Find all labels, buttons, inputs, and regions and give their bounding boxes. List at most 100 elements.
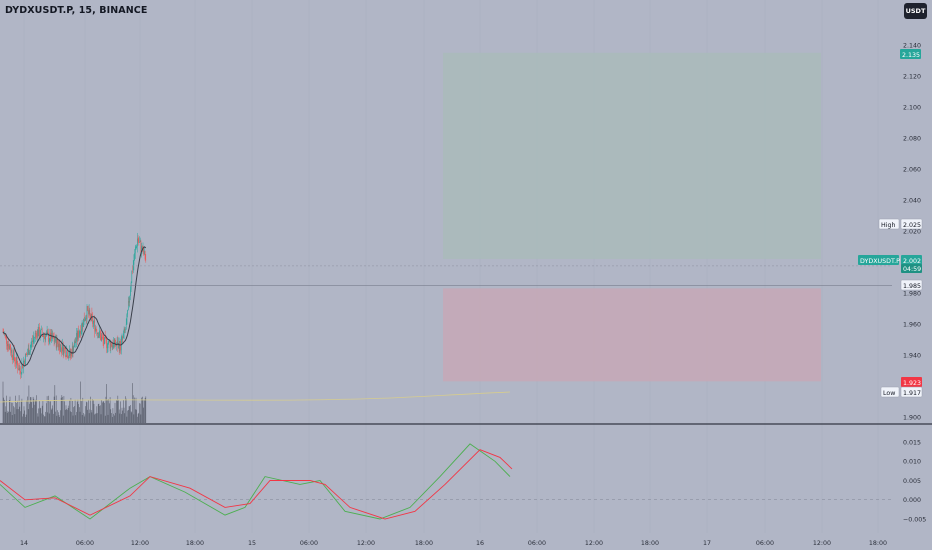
- volume-bar: [62, 396, 63, 423]
- volume-bar: [67, 409, 68, 423]
- volume-bar: [23, 406, 25, 423]
- volume-bar: [36, 395, 37, 423]
- price-tick-label: 1.980: [903, 290, 921, 297]
- candle: [32, 339, 34, 342]
- candle: [60, 344, 61, 352]
- time-tick-label: 12:00: [585, 540, 603, 547]
- candle: [109, 341, 111, 349]
- candle: [88, 309, 90, 315]
- volume-bar: [15, 395, 16, 423]
- volume-bar: [11, 402, 12, 423]
- volume-bar: [21, 398, 23, 423]
- candle: [79, 333, 80, 338]
- high-price-label-box: [900, 218, 923, 230]
- volume-bar: [16, 402, 17, 423]
- volume-bar: [134, 397, 135, 423]
- volume-bar: [113, 413, 114, 423]
- candle: [62, 343, 63, 352]
- volume-bar: [109, 397, 111, 423]
- candle: [11, 349, 12, 353]
- candle: [72, 346, 74, 353]
- volume-bar: [53, 396, 55, 423]
- candle: [46, 331, 48, 334]
- candle: [133, 260, 135, 265]
- volume-bar: [30, 397, 32, 423]
- volume-bar: [85, 406, 86, 423]
- candle: [125, 324, 127, 330]
- volume-bar: [118, 400, 119, 423]
- volume-bar: [4, 411, 6, 423]
- volume-bar: [63, 396, 65, 423]
- time-tick-label: 18:00: [641, 540, 659, 547]
- candle: [137, 238, 138, 247]
- volume-bar: [68, 405, 70, 423]
- candle: [120, 341, 121, 351]
- candle: [127, 309, 128, 315]
- candle: [76, 332, 78, 340]
- volume-bar: [128, 410, 129, 423]
- candle: [36, 333, 37, 338]
- candle: [64, 347, 65, 349]
- volume-bar: [54, 385, 56, 423]
- candle: [56, 338, 58, 348]
- volume-bar: [109, 403, 110, 423]
- candle: [48, 340, 50, 342]
- volume-bar: [30, 397, 31, 423]
- candle: [108, 340, 109, 344]
- volume-bar: [79, 411, 81, 423]
- volume-bar: [98, 403, 100, 423]
- candle: [20, 371, 21, 374]
- volume-bar: [60, 397, 62, 423]
- candle: [102, 337, 103, 338]
- volume-bar: [132, 383, 133, 423]
- volume-bar: [75, 415, 77, 423]
- volume-bar: [121, 414, 122, 423]
- candle: [91, 313, 93, 317]
- candle: [71, 351, 72, 357]
- volume-bar: [16, 409, 18, 423]
- candle: [17, 363, 18, 370]
- volume-bar: [99, 405, 100, 423]
- volume-bar: [18, 409, 19, 423]
- volume-bar: [86, 401, 87, 423]
- candle: [10, 349, 11, 353]
- volume-bar: [111, 416, 113, 423]
- candle: [51, 332, 52, 341]
- volume-bar: [91, 412, 93, 423]
- volume-bar: [100, 414, 102, 423]
- volume-bar: [142, 396, 143, 423]
- candle: [81, 329, 82, 335]
- symbol-label: DYDXUSDT.P: [860, 258, 900, 265]
- candle: [118, 343, 120, 352]
- volume-bar: [57, 410, 58, 423]
- volume-bar: [112, 408, 114, 423]
- candles: [2, 232, 147, 380]
- volume-bar: [119, 413, 121, 423]
- volume-bar: [144, 397, 146, 423]
- volume-bar: [6, 412, 8, 423]
- volume-bar: [49, 401, 51, 423]
- candle: [9, 345, 11, 350]
- volume-bar: [139, 403, 140, 423]
- candle: [81, 322, 83, 330]
- target-price-label: 2.135: [902, 52, 920, 59]
- candle: [74, 341, 76, 344]
- candle: [86, 318, 87, 320]
- stop-price-label-box: [901, 377, 922, 387]
- volume-bar: [19, 406, 21, 423]
- candle: [55, 336, 57, 348]
- candle: [28, 348, 30, 355]
- candle: [5, 334, 7, 337]
- volume-bar: [43, 414, 44, 423]
- candle: [145, 259, 147, 260]
- volume-bar: [76, 401, 78, 423]
- volume-bar: [118, 409, 120, 423]
- currency-button[interactable]: USDT: [904, 3, 927, 19]
- price-tick-label: 2.140: [903, 42, 921, 49]
- candle: [105, 336, 107, 340]
- candle: [26, 354, 28, 356]
- volume-bar: [81, 414, 83, 423]
- volume-bar: [107, 399, 108, 423]
